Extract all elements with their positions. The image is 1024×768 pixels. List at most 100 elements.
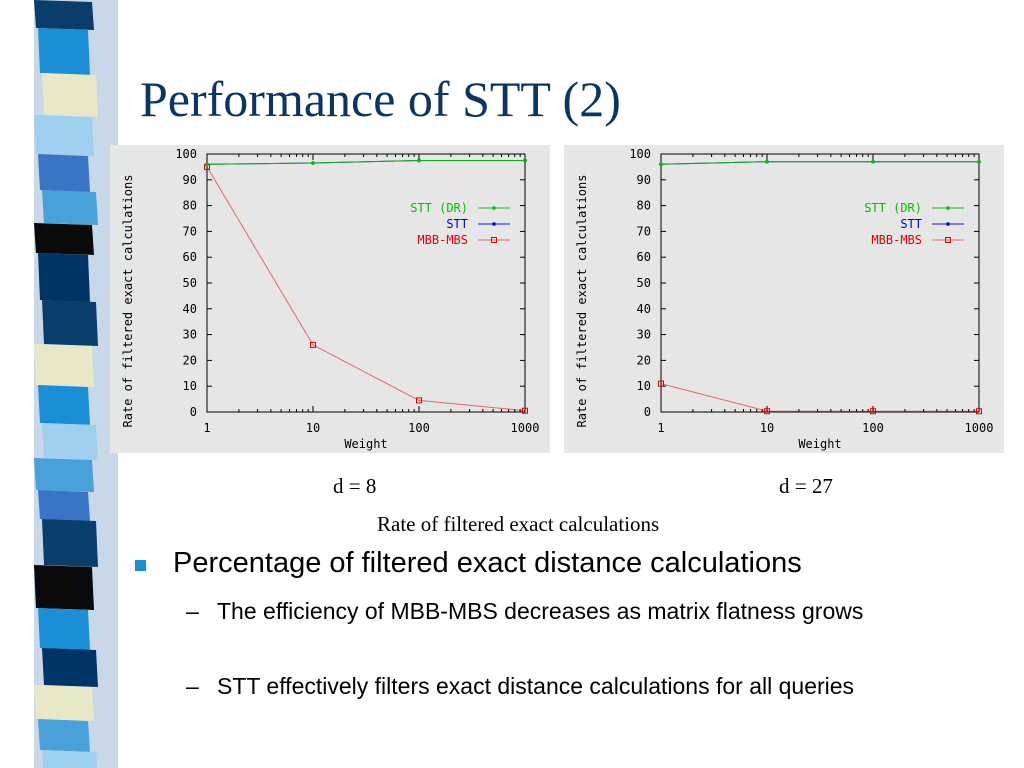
d8-xtick-label: 10 [306,421,320,435]
stripe-block [34,458,94,492]
d8-ytick-label: 70 [183,224,197,238]
d8-point [416,397,422,404]
d8-legend-marker [491,237,497,243]
d8-xtick-label: 100 [408,421,430,435]
d27-point [765,159,769,164]
d8-point [522,407,528,414]
chart-d8: 0 10 20 30 40 50 60 70 80 90 100 1 10 100 1000 Weight Ra… [110,145,550,453]
dash-icon: – [186,673,199,699]
d8-point [523,158,527,163]
d27-ytick-label: 30 [637,328,651,342]
d8-series-line [206,166,526,412]
d8-ytick-label: 20 [183,353,197,367]
d27-ytick-label: 10 [637,379,651,393]
stripe-block [38,28,90,75]
d8-point [310,341,316,348]
d27-xtick-label: 10 [760,421,774,435]
d8-point [311,161,315,165]
d8-xlabel: Weight [344,437,387,451]
d27-ytick-label: 80 [637,199,651,213]
page-title: Performance of STT (2) [140,71,621,127]
stripe-block [34,685,94,721]
d27-xlabel: Weight [798,437,841,451]
d8-ytick-label: 80 [183,199,197,213]
subbullet-2: – STT effectively filters exact distance… [186,669,966,703]
chart-d27: 0 10 20 30 40 50 60 70 80 90 100 1 10 100 1000 Weight Ra… [564,145,1004,453]
d27-point [977,159,981,164]
d8-ytick-label: 90 [183,173,197,187]
d8-plot-background [110,145,550,453]
stripe-block [34,115,94,156]
d8-ytick-label: 50 [183,276,197,290]
d27-ytick-label: 40 [637,302,651,316]
dash-icon: – [186,598,199,624]
stripe-block [42,519,98,567]
d27-ytick-label: 100 [629,147,651,161]
d8-ytick-label: 100 [175,147,197,161]
d27-xtick-label: 100 [862,421,884,435]
d8-ytick-label: 0 [190,405,197,419]
bullet-square-icon [135,560,146,571]
d27-point [976,408,982,415]
stripe-margin [0,0,34,768]
d8-legend-marker [492,206,496,210]
d27-point [764,408,770,415]
d8-ytick-label: 60 [183,250,197,264]
stripe-block [34,565,94,610]
subbullet-2-text: STT effectively filters exact distance c… [217,673,855,699]
d27-point [658,380,664,387]
stripe-block [38,253,90,302]
d27-series-line [660,161,979,165]
d27-ylabel: Rate of filtered exact calculations [575,175,589,428]
d8-legend-label: STT [446,217,468,231]
stripe-block [34,0,94,30]
d27-ytick-label: 50 [637,276,651,290]
d27-ytick-label: 60 [637,250,651,264]
d27-ytick-label: 90 [637,173,651,187]
d8-legend-label: MBB-MBS [417,233,468,247]
d8-point [205,162,209,167]
d8-ytick-label: 40 [183,302,197,316]
d27-ytick-label: 0 [644,405,651,419]
caption-d27: d = 27 [779,474,833,498]
d27-point [659,162,663,167]
d27-point [871,159,875,164]
d27-legend-marker [946,222,950,226]
d8-ytick-label: 10 [183,379,197,393]
stripe-block [42,423,98,460]
d27-series-line [660,383,979,412]
stripe-block [38,385,90,425]
stripe-block [38,719,90,752]
d27-ytick-label: 70 [637,224,651,238]
d8-point [417,158,421,163]
bullet-text: Percentage of filtered exact distance ca… [173,547,802,579]
figure-caption: Rate of filtered exact calculations [377,512,660,536]
d8-xtick-label: 1000 [511,421,540,435]
stripe-block [42,750,98,768]
stripe-block [38,490,90,521]
d27-legend-label: STT [900,217,922,231]
d8-xtick-label: 1 [203,421,210,435]
d8-ylabel: Rate of filtered exact calculations [121,175,135,428]
d27-legend-marker [945,237,951,243]
stripe-block [42,300,98,346]
subbullet-1-text: The efficiency of MBB-MBS decreases as m… [217,598,864,624]
d27-xtick-label: 1 [657,421,664,435]
d27-point [870,408,876,415]
d27-plot-background [564,145,1004,453]
stripe-block [42,73,98,117]
stripe-block [38,154,90,192]
d8-series-line [206,160,525,165]
d27-legend-label: MBB-MBS [871,233,922,247]
d8-legend-marker [492,222,496,226]
decorative-stripe [0,0,118,768]
caption-d8: d = 8 [333,474,377,498]
stripe-block [42,648,98,687]
d8-legend-label: STT (DR) [410,201,468,215]
d27-xtick-label: 1000 [965,421,994,435]
stripe-block [34,223,94,255]
stripe-block [42,190,98,225]
stripe-block [34,344,94,387]
